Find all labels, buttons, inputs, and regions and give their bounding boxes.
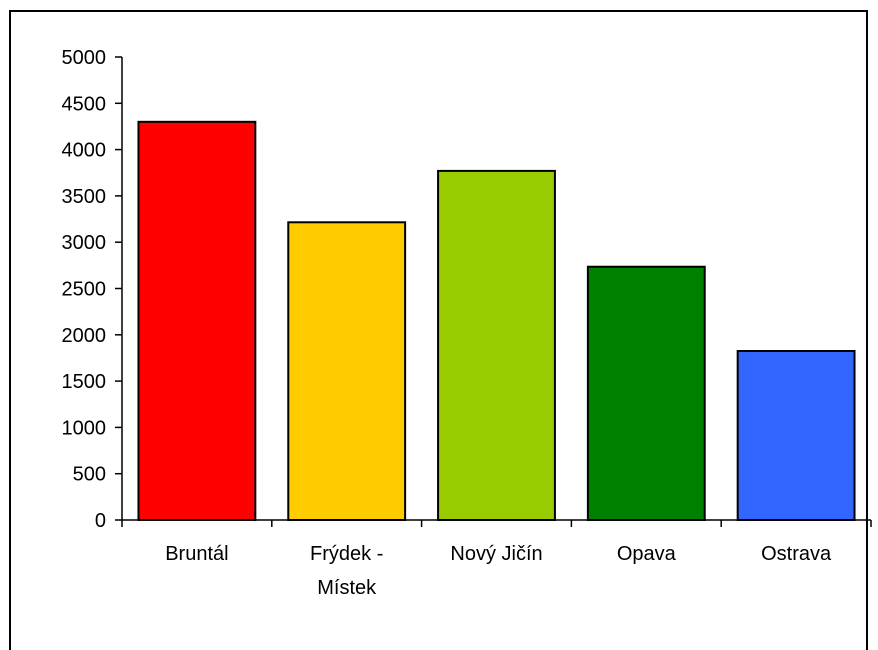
y-tick-label: 2500 [62,279,107,301]
bar [137,120,257,521]
y-tick-label: 4000 [62,140,107,162]
x-tick-label: Ostrava [761,543,832,565]
y-tick-label: 3500 [62,186,107,208]
y-tick-label: 1000 [62,417,107,439]
y-tick-label: 5000 [62,47,107,69]
y-tick-label: 1500 [62,371,107,393]
y-tick-label: 3000 [62,232,107,254]
x-tick-label: Opava [617,543,677,565]
x-tick-label: Bruntál [165,543,228,565]
bars [137,120,856,522]
bar [586,265,706,522]
bar [287,221,407,522]
x-tick-label: Frýdek -Místek [310,543,383,599]
y-tick-label: 0 [95,510,106,532]
y-tick-label: 500 [73,464,106,486]
bar-chart: 0 500 1000 1500 2000 2500 3000 3500 4000 4500 5000… [62,47,872,599]
labels: 0 500 1000 1500 2000 2500 3000 3500 4000 4500 5000… [62,47,832,599]
bar [437,169,556,521]
bar [736,350,856,521]
x-tick-label: Nový Jičín [450,543,542,565]
y-tick-label: 2000 [62,325,107,347]
y-tick-label: 4500 [62,93,107,115]
